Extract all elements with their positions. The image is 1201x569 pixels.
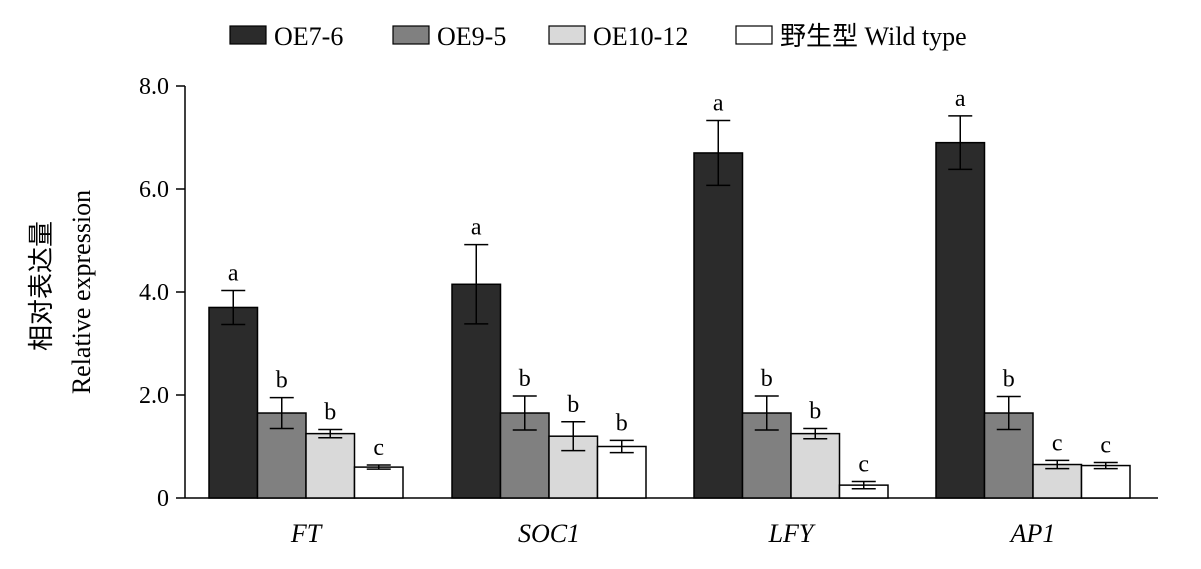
y-tick-label: 8.0 [139,74,169,100]
significance-label: b [519,366,531,392]
bar [1080,464,1131,499]
legend-swatch [229,25,267,45]
category-labels: FT SOC1 LFY AP1 [290,519,1056,548]
significance-label: b [276,368,288,394]
significance-label: b [567,392,579,418]
category-label: FT [290,519,323,548]
legend-swatch [548,25,586,45]
significance-label: a [228,260,239,286]
bar [305,432,356,499]
significance-label: c [858,452,869,478]
y-axis-label: 相对表达量 Relative expression [27,190,96,394]
significance-label: b [761,366,773,392]
legend-label: OE10-12 [593,22,688,51]
significance-label: b [809,398,821,424]
bar [208,306,259,499]
legend: OE7-6 OE9-5 OE10-12 野生型 Wild type [229,22,967,51]
bar [596,445,647,499]
significance-label: a [713,91,724,117]
significance-label: b [1003,367,1015,393]
legend-label: OE9-5 [437,22,506,51]
significance-label: c [1100,432,1111,458]
bar [1032,463,1083,499]
significance-label: b [616,410,628,436]
y-tick-label: 4.0 [139,280,169,306]
category-label: AP1 [1009,519,1056,548]
legend-swatch [735,25,773,45]
bar [790,432,841,499]
y-tick-label: 2.0 [139,383,169,409]
legend-label: 野生型 Wild type [780,22,967,51]
significance-label: b [324,400,336,426]
significance-label: c [373,435,384,461]
bar [693,152,744,499]
significance-label: c [1052,430,1063,456]
bar [983,412,1034,499]
y-axis-label-line1: 相对表达量 [27,221,56,351]
significance-label: a [955,86,966,112]
category-label: LFY [768,519,816,548]
significance-label: a [471,215,482,241]
legend-swatch [392,25,430,45]
y-tick-label: 0 [157,486,169,512]
legend-label: OE7-6 [274,22,343,51]
y-tick-label: 6.0 [139,177,169,203]
bar [353,466,404,499]
bar [935,141,986,499]
y-axis-label-line2: Relative expression [67,190,96,394]
category-label: SOC1 [518,519,580,548]
bars: a b b c a b b b a b b c a b c c [208,86,1131,499]
